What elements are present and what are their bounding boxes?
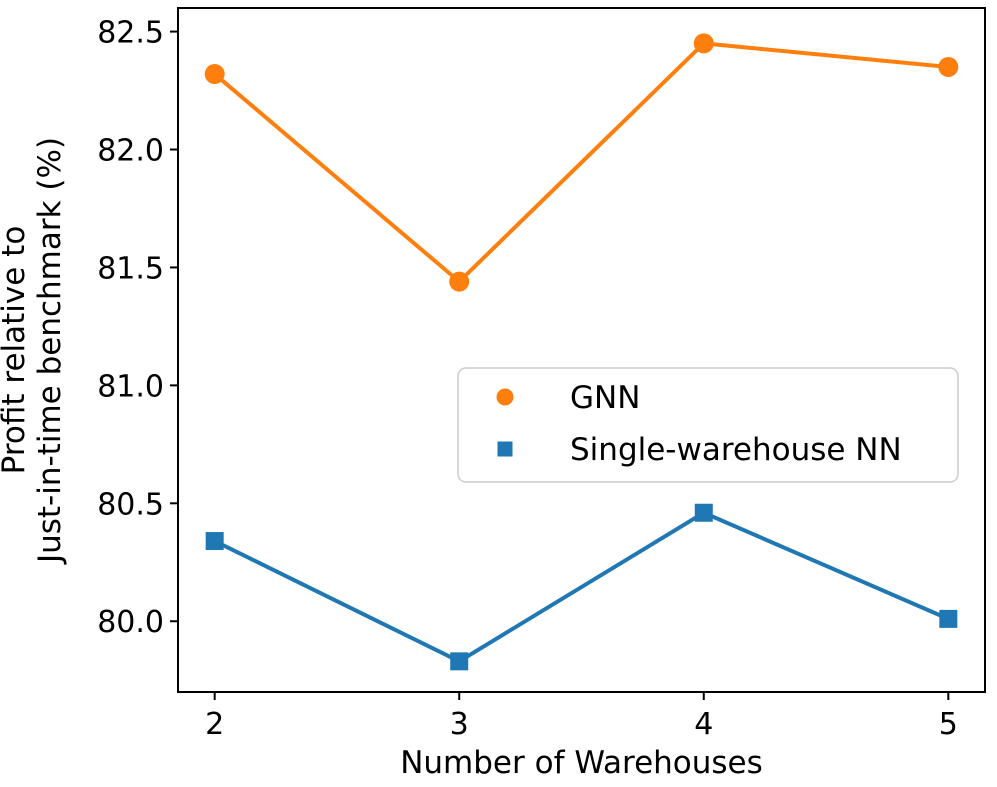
y-axis-label-line-1: Profit relative to (0, 226, 32, 475)
y-tick-label: 80.0 (97, 605, 164, 640)
plot-box (177, 7, 986, 693)
data-point-single-warehouse-nn (694, 503, 713, 522)
y-tick-label: 82.0 (97, 134, 164, 169)
data-point-single-warehouse-nn (939, 609, 958, 628)
legend-label-gnn: GNN (570, 380, 640, 416)
data-point-gnn (449, 271, 470, 292)
data-point-gnn (693, 33, 714, 54)
x-tick-label: 3 (450, 707, 469, 742)
y-tick-label: 82.5 (97, 16, 164, 51)
legend-label-single-warehouse-nn: Single-warehouse NN (570, 432, 902, 468)
y-axis-label-line-2: Just-in-time benchmark (%) (32, 137, 68, 565)
data-point-single-warehouse-nn (205, 532, 224, 551)
x-tick-label: 4 (694, 707, 713, 742)
legend-marker-gnn (496, 388, 514, 406)
legend-marker-single-warehouse-nn (497, 441, 513, 457)
data-point-gnn (204, 64, 225, 85)
series-line-gnn (213, 41, 949, 285)
y-tick-label: 80.5 (97, 487, 164, 522)
y-tick-label: 81.0 (97, 369, 164, 404)
data-point-gnn (938, 56, 959, 77)
x-tick-label: 2 (205, 707, 224, 742)
y-tick-label: 81.5 (97, 251, 164, 286)
series-line-single-warehouse-nn (213, 510, 950, 664)
data-point-single-warehouse-nn (450, 652, 469, 671)
legend-box (457, 367, 959, 483)
x-axis-label: Number of Warehouses (400, 745, 763, 781)
x-tick-label: 5 (939, 707, 958, 742)
